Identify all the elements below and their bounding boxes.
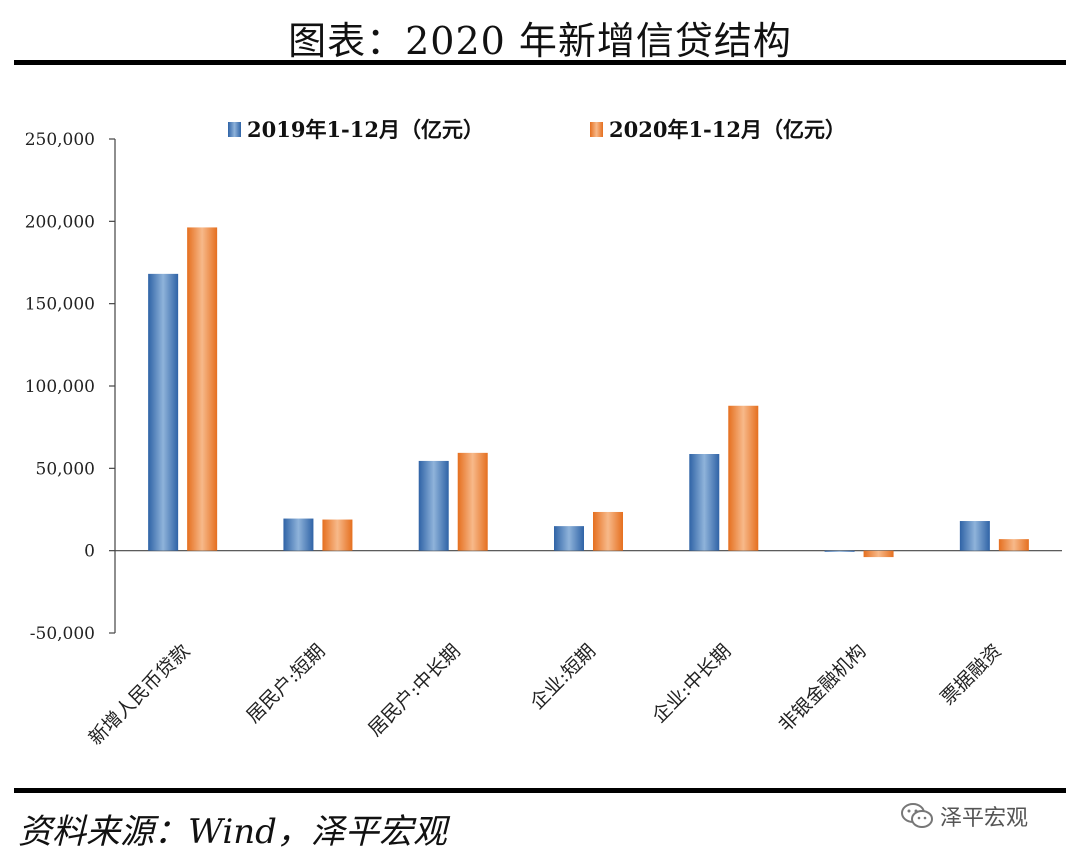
- bar-2020-0: [187, 227, 218, 551]
- bar-2019-4: [689, 454, 720, 551]
- bar-2019-0: [148, 273, 179, 551]
- y-tick-label: 50,000: [36, 459, 95, 479]
- bar-2019-5: [824, 550, 855, 552]
- top-divider: [14, 60, 1066, 65]
- bar-2019-1: [283, 518, 314, 551]
- x-tick-label: 非银金融机构: [774, 640, 870, 736]
- bar-chart: 250,000 200,000 150,000 100,000 50,000 0 -50,0…: [25, 117, 1062, 750]
- brand-name: 泽平宏观: [940, 806, 1029, 831]
- bar-2019-6: [959, 521, 990, 551]
- y-tick-label: 250,000: [25, 130, 95, 150]
- bar-2019-2: [418, 460, 449, 551]
- bar-2019-3: [554, 526, 584, 551]
- y-tick-label: 200,000: [25, 212, 95, 232]
- source-note: 资料来源：Wind，泽平宏观: [18, 812, 447, 852]
- x-tick-label: 票据融资: [937, 640, 1006, 709]
- bar-2020-3: [593, 511, 623, 551]
- bar-2020-4: [728, 405, 759, 551]
- legend-label: 2020年1-12月（亿元）: [609, 117, 846, 142]
- x-tick-label: 企业:短期: [526, 640, 600, 714]
- bar-2020-5: [863, 550, 894, 558]
- x-tick-label: 新增人民币贷款: [85, 640, 195, 750]
- chart-title: 图表：2020 年新增信贷结构: [288, 19, 792, 63]
- bottom-divider: [14, 788, 1066, 793]
- bar-2020-1: [322, 519, 353, 551]
- y-tick-label: 100,000: [25, 377, 95, 397]
- brand-watermark: 泽平宏观: [900, 800, 1028, 832]
- bar-2020-6: [998, 539, 1029, 551]
- x-tick-label: 企业:中长期: [648, 640, 735, 727]
- y-tick-label: 0: [84, 542, 95, 562]
- bar-2020-2: [457, 452, 488, 551]
- legend-swatch: [590, 122, 603, 137]
- wechat-icon: [900, 802, 934, 830]
- legend-swatch: [228, 122, 241, 137]
- y-tick-label: -50,000: [30, 624, 95, 644]
- y-tick-label: 150,000: [25, 295, 95, 315]
- x-tick-label: 居民户:短期: [242, 640, 329, 727]
- legend-label: 2019年1-12月（亿元）: [247, 117, 484, 142]
- x-tick-label: 居民户:中长期: [364, 640, 465, 741]
